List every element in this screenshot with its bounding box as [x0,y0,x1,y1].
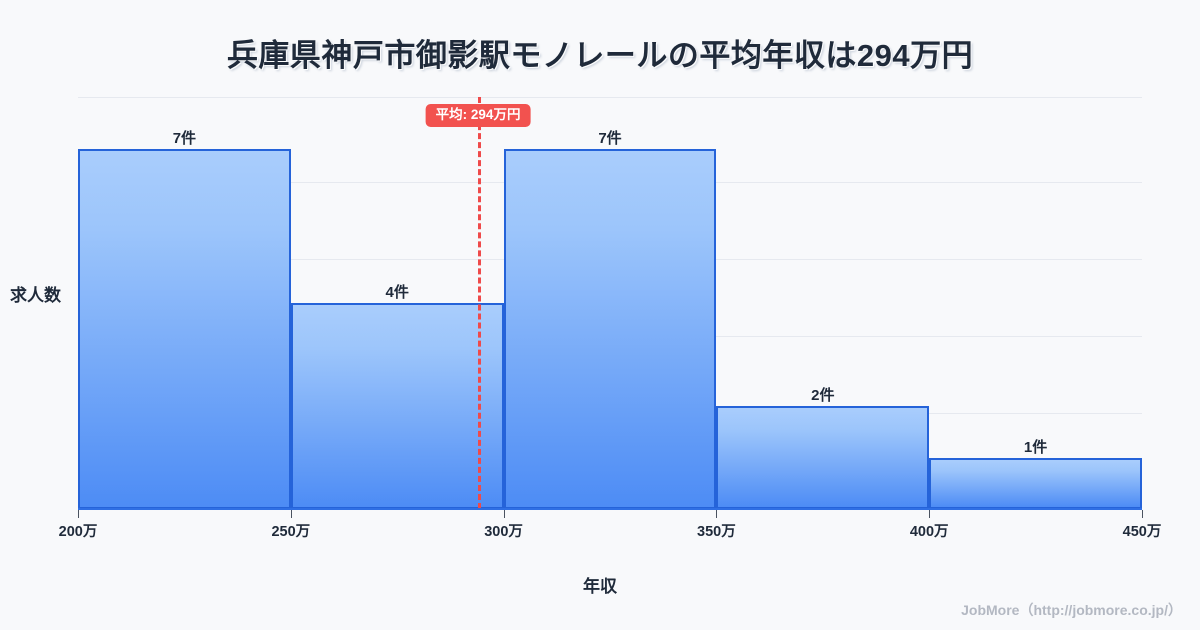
x-axis-title: 年収 [583,577,617,596]
x-axis-tick [290,510,292,518]
average-badge: 平均: 294万円 [425,104,531,127]
x-axis-tick-label-1: 200万 [58,524,98,540]
bar-bin-5[interactable] [929,457,1142,509]
bar-bin-2[interactable] [290,303,504,509]
x-axis-tick [929,510,931,518]
plot-area [78,97,1142,509]
page-title: 兵庫県神戸市御影駅モノレールの平均年収は294万円 [226,38,974,73]
x-axis-tick [716,510,718,518]
gridline [78,97,1142,98]
x-axis-tick-label-4: 350万 [697,524,736,540]
x-axis-line [78,508,1142,510]
bar-value-label-3: 7件 [598,129,622,147]
bar-value-label-4: 2件 [811,387,835,404]
x-axis-tick-label-6: 450万 [1122,524,1162,540]
bar-value-label-5: 1件 [1023,438,1048,456]
bar-bin-1[interactable] [78,148,291,509]
x-axis-tick-label-2: 250万 [271,524,311,540]
bar-bin-3[interactable] [503,148,717,509]
bar-value-label-1: 7件 [172,129,197,147]
footer-credit: JobMore（http://jobmore.co.jp/） [961,602,1182,618]
x-axis-tick-label-5: 400万 [909,524,949,540]
x-axis-tick-label-3: 300万 [484,524,523,540]
x-axis-tick [1142,510,1143,518]
average-line [478,97,482,509]
x-axis-tick [503,510,505,518]
bar-value-label-2: 4件 [385,284,409,301]
bar-bin-4[interactable] [716,406,930,509]
y-axis-title: 求人数 [10,286,61,305]
x-axis-tick [78,510,79,518]
